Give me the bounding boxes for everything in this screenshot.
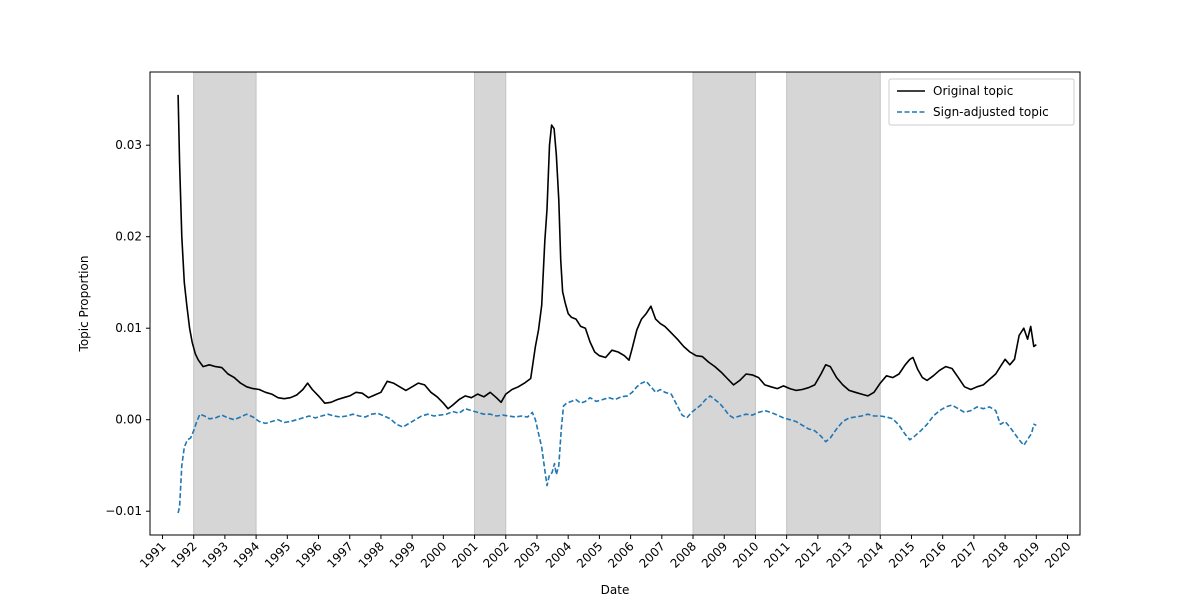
shaded-period-3 bbox=[786, 71, 881, 536]
legend-label-sign-adjusted-topic: Sign-adjusted topic bbox=[933, 105, 1049, 119]
x-tick-label-2005: 2005 bbox=[574, 539, 605, 570]
y-tick-label-0: −0.01 bbox=[105, 504, 142, 518]
y-tick-label-2: 0.01 bbox=[115, 321, 142, 335]
x-tick-label-2000: 2000 bbox=[418, 539, 449, 570]
x-tick-label-1997: 1997 bbox=[324, 539, 355, 570]
x-tick-label-2016: 2016 bbox=[917, 539, 948, 570]
x-tick-label-2019: 2019 bbox=[1011, 539, 1042, 570]
x-tick-label-2002: 2002 bbox=[480, 539, 511, 570]
x-tick-label-1996: 1996 bbox=[293, 539, 324, 570]
shaded-period-0 bbox=[193, 71, 257, 536]
x-tick-label-2004: 2004 bbox=[543, 539, 574, 570]
x-tick-label-2020: 2020 bbox=[1042, 539, 1073, 570]
x-tick-label-1994: 1994 bbox=[231, 539, 262, 570]
x-tick-label-2013: 2013 bbox=[824, 539, 855, 570]
y-axis-label: Topic Proportion bbox=[77, 256, 91, 353]
plot-frame bbox=[149, 71, 1081, 536]
x-tick-label-2012: 2012 bbox=[792, 539, 823, 570]
y-tick-label-3: 0.02 bbox=[115, 230, 142, 244]
x-tick-label-2006: 2006 bbox=[605, 539, 636, 570]
y-tick-label-4: 0.03 bbox=[115, 138, 142, 152]
y-tick-label-1: 0.00 bbox=[115, 413, 142, 427]
x-axis-ticks: 1991 1992 1993 1994 1995 1996 1997 1998 1999 2000… bbox=[137, 535, 1074, 571]
x-tick-label-1998: 1998 bbox=[356, 539, 387, 570]
x-tick-label-1993: 1993 bbox=[200, 539, 231, 570]
x-tick-label-2009: 2009 bbox=[699, 539, 730, 570]
x-tick-label-2011: 2011 bbox=[761, 539, 792, 570]
x-tick-label-2008: 2008 bbox=[668, 539, 699, 570]
x-tick-label-2003: 2003 bbox=[512, 539, 543, 570]
series-lines bbox=[177, 94, 1037, 514]
legend-box bbox=[888, 78, 1075, 126]
x-tick-label-1999: 1999 bbox=[387, 539, 418, 570]
x-tick-label-2010: 2010 bbox=[730, 539, 761, 570]
x-tick-label-1991: 1991 bbox=[137, 539, 168, 570]
shaded-period-2 bbox=[692, 71, 756, 536]
shaded-period-1 bbox=[474, 71, 507, 536]
x-axis-label: Date bbox=[601, 583, 630, 597]
x-tick-label-2014: 2014 bbox=[855, 539, 886, 570]
series-line-0 bbox=[177, 94, 1037, 410]
x-tick-label-1995: 1995 bbox=[262, 539, 293, 570]
x-tick-label-2017: 2017 bbox=[949, 539, 980, 570]
series-line-1 bbox=[177, 380, 1037, 514]
recession-shading bbox=[193, 71, 881, 536]
x-tick-label-2007: 2007 bbox=[636, 539, 667, 570]
x-tick-label-1992: 1992 bbox=[168, 539, 199, 570]
legend: Original topic Sign-adjusted topic bbox=[888, 78, 1075, 126]
x-tick-label-2018: 2018 bbox=[980, 539, 1011, 570]
y-axis-ticks: −0.01 0.00 0.01 0.02 0.03 bbox=[105, 138, 150, 518]
legend-label-original-topic: Original topic bbox=[933, 84, 1013, 98]
x-tick-label-2001: 2001 bbox=[449, 539, 480, 570]
x-tick-label-2015: 2015 bbox=[886, 539, 917, 570]
